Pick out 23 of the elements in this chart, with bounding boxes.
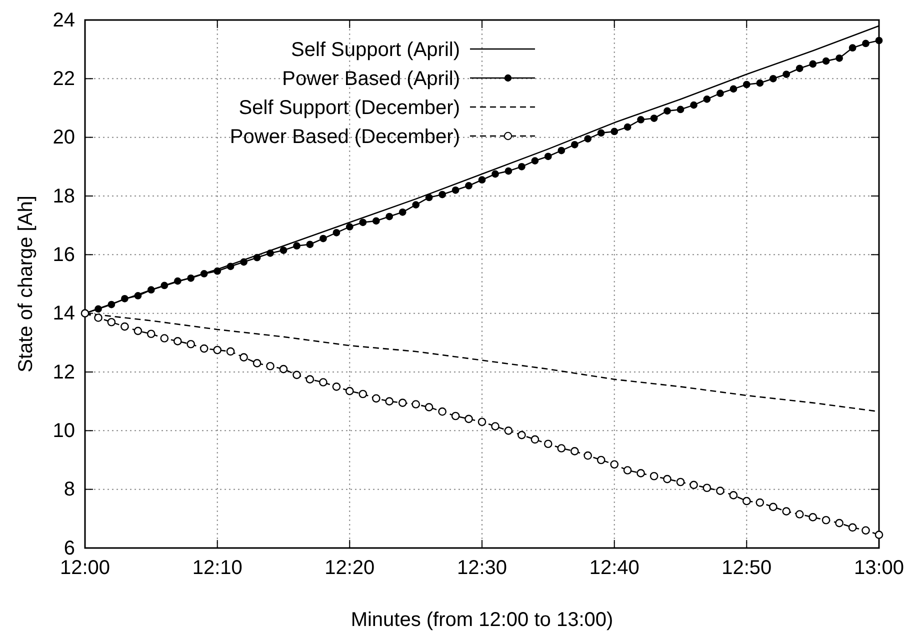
y-tick-label: 20	[52, 126, 75, 149]
x-tick-label: 12:20	[324, 557, 375, 580]
y-tick-label: 16	[52, 244, 75, 266]
x-tick-label: 12:10	[192, 557, 242, 580]
y-axis-title: State of charge [Ah]	[15, 196, 37, 372]
x-tick-label: 12:40	[589, 557, 640, 580]
x-tick-label: 12:30	[456, 557, 508, 580]
y-tick-label: 14	[52, 302, 75, 325]
x-tick-label: 12:50	[722, 557, 772, 580]
y-tick-label: 18	[52, 185, 75, 208]
y-tick-label: 22	[52, 68, 75, 90]
legend-label: Power Based (April)	[282, 68, 460, 90]
y-tick-label: 12	[52, 361, 75, 384]
y-tick-label: 10	[52, 420, 75, 442]
y-tick-label: 24	[52, 9, 75, 32]
x-tick-label: 12:00	[60, 557, 110, 580]
x-tick-label: 13:00	[854, 557, 904, 580]
legend-label: Power Based (December)	[230, 126, 460, 148]
x-axis-title: Minutes (from 12:00 to 13:00)	[350, 609, 614, 631]
legend-label: Self Support (December)	[238, 97, 460, 119]
legend-label: Self Support (April)	[291, 39, 460, 61]
y-tick-label: 8	[64, 478, 75, 501]
y-tick-label: 6	[64, 537, 75, 560]
